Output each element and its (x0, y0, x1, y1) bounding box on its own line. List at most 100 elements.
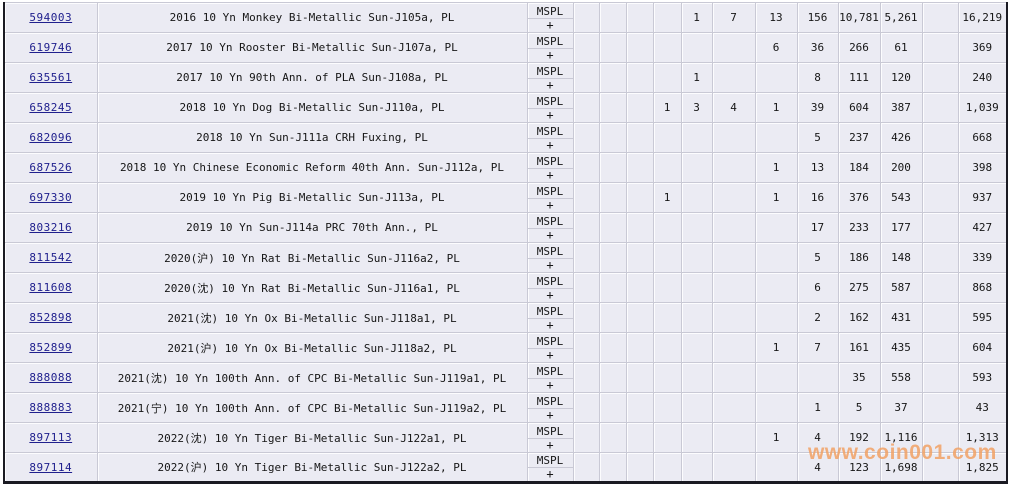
grade-cell (598, 272, 627, 303)
grade-cell (921, 32, 959, 63)
grade-cell (625, 32, 654, 63)
grade-cell: 1 (652, 182, 682, 213)
designation-plus-label: + (546, 407, 554, 422)
grade-cell: 16 (796, 182, 839, 213)
grade-cell (572, 2, 600, 33)
coin-id-link[interactable]: 658245 (29, 101, 73, 114)
coin-id-link[interactable]: 897113 (29, 431, 73, 444)
grade-cell: 1 (680, 62, 713, 93)
grade-cell (754, 272, 798, 303)
designation-cell: MSPL + (526, 452, 574, 483)
coin-id-link[interactable]: 682096 (29, 131, 73, 144)
coin-id-cell: 687526 (3, 152, 98, 183)
grade-cell: 376 (837, 182, 881, 213)
grade-cell (625, 122, 654, 153)
coin-id-cell: 635561 (3, 62, 98, 93)
coin-description: 2019 10 Yn Pig Bi-Metallic Sun-J113a, PL (96, 182, 528, 213)
designation-plus-label: + (546, 467, 554, 481)
grade-cell (625, 62, 654, 93)
grade-cell (711, 182, 756, 213)
grade-cell (921, 422, 959, 453)
total-cell: 43 (957, 392, 1008, 423)
designation-cell: MSPL + (526, 422, 574, 453)
grade-cell (754, 302, 798, 333)
total-cell: 398 (957, 152, 1008, 183)
grade-cell (921, 212, 959, 243)
table-row: 811608 2020(沈) 10 Yn Rat Bi-Metallic Sun… (3, 272, 1008, 303)
grade-cell (711, 362, 756, 393)
grade-cell (625, 362, 654, 393)
grade-cell: 35 (837, 362, 881, 393)
grade-cell (572, 302, 600, 333)
grade-cell (921, 332, 959, 363)
grade-cell: 10,781 (837, 2, 881, 33)
grade-cell (680, 212, 713, 243)
coin-id-link[interactable]: 697330 (29, 191, 73, 204)
coin-id-link[interactable]: 803216 (29, 221, 73, 234)
grade-cell (625, 422, 654, 453)
grade-cell (680, 242, 713, 273)
grade-cell: 177 (879, 212, 923, 243)
grade-cell: 120 (879, 62, 923, 93)
grade-cell (652, 422, 682, 453)
grade-cell (572, 242, 600, 273)
total-cell: 369 (957, 32, 1008, 63)
designation-plus-label: + (546, 437, 554, 452)
coin-id-link[interactable]: 619746 (29, 41, 73, 54)
grade-cell (652, 272, 682, 303)
grade-cell: 543 (879, 182, 923, 213)
designation-cell: MSPL + (526, 332, 574, 363)
coin-id-cell: 658245 (3, 92, 98, 123)
coin-id-link[interactable]: 635561 (29, 71, 73, 84)
grade-cell: 1 (796, 392, 839, 423)
designation-cell: MSPL + (526, 32, 574, 63)
grade-cell: 13 (754, 2, 798, 33)
coin-id-cell: 811542 (3, 242, 98, 273)
grade-cell (652, 152, 682, 183)
coin-id-link[interactable]: 811542 (29, 251, 73, 264)
grade-cell: 6 (796, 272, 839, 303)
grade-cell: 17 (796, 212, 839, 243)
grade-cell (711, 32, 756, 63)
coin-id-link[interactable]: 594003 (29, 11, 73, 24)
grade-cell (652, 2, 682, 33)
grade-cell (711, 152, 756, 183)
designation-mspl-label: MSPL (528, 4, 572, 19)
grade-cell (572, 62, 600, 93)
designation-mspl-label: MSPL (528, 244, 572, 259)
coin-id-cell: 852898 (3, 302, 98, 333)
grade-cell (754, 362, 798, 393)
grade-cell: 39 (796, 92, 839, 123)
grade-cell (652, 32, 682, 63)
designation-cell: MSPL + (526, 182, 574, 213)
grade-cell (680, 272, 713, 303)
grade-cell (711, 242, 756, 273)
coin-id-link[interactable]: 888883 (29, 401, 73, 414)
grade-cell (711, 332, 756, 363)
grade-cell (680, 362, 713, 393)
grade-cell: 5 (837, 392, 881, 423)
coin-id-link[interactable]: 687526 (29, 161, 73, 174)
grade-cell (921, 182, 959, 213)
coin-id-link[interactable]: 897114 (29, 460, 73, 474)
grade-cell (796, 362, 839, 393)
grade-cell (625, 452, 654, 483)
grade-cell (680, 332, 713, 363)
grade-cell (921, 152, 959, 183)
coin-description: 2018 10 Yn Sun-J111a CRH Fuxing, PL (96, 122, 528, 153)
total-cell: 427 (957, 212, 1008, 243)
total-cell: 339 (957, 242, 1008, 273)
coin-id-link[interactable]: 852899 (29, 341, 73, 354)
table-row: 897114 2022(沪) 10 Yn Tiger Bi-Metallic S… (3, 452, 1008, 483)
coin-id-link[interactable]: 888088 (29, 371, 73, 384)
grade-cell (711, 452, 756, 483)
designation-plus-label: + (546, 47, 554, 62)
coin-description: 2021(沪) 10 Yn Ox Bi-Metallic Sun-J118a2,… (96, 332, 528, 363)
coin-id-link[interactable]: 811608 (29, 281, 73, 294)
coin-id-link[interactable]: 852898 (29, 311, 73, 324)
designation-mspl-label: MSPL (528, 124, 572, 139)
grade-cell: 4 (711, 92, 756, 123)
grade-cell (598, 152, 627, 183)
total-cell: 668 (957, 122, 1008, 153)
grade-cell (572, 272, 600, 303)
